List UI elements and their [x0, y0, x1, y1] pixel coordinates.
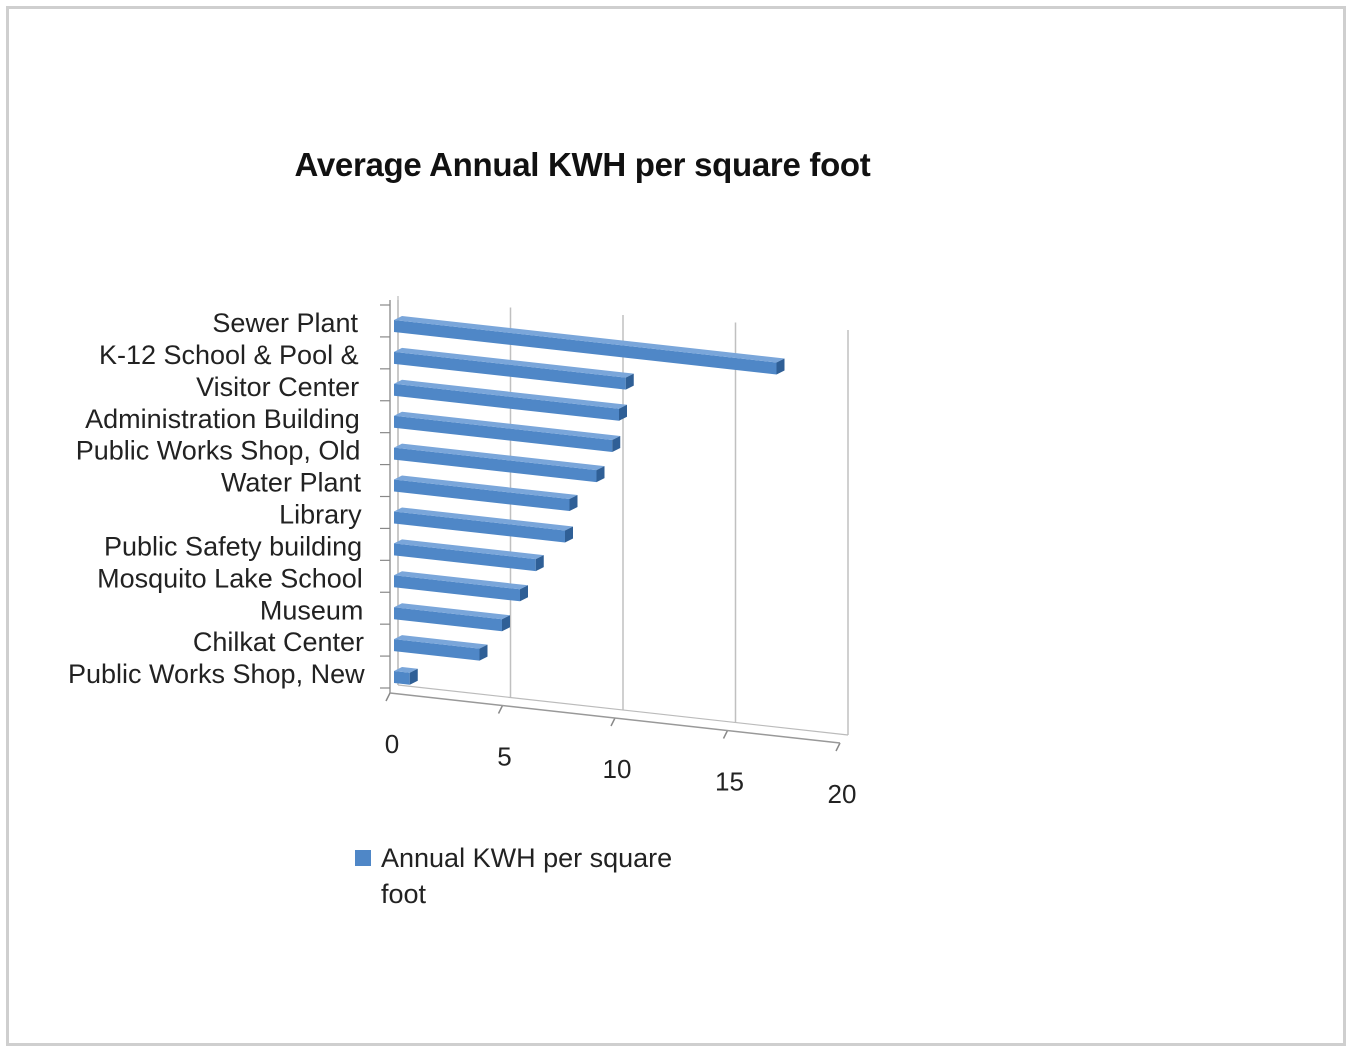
bar-end-face: [612, 435, 621, 452]
bar-end-face: [569, 495, 578, 512]
category-label: Sewer Plant: [212, 308, 358, 338]
bar-top-face: [394, 667, 418, 673]
category-label: Library: [279, 500, 362, 530]
x-tick-label: 0: [385, 729, 399, 759]
bar: [394, 607, 502, 632]
bar: [394, 639, 480, 661]
bar-top-face: [394, 443, 605, 471]
x-tick-labels: 0 5 10 15 20: [385, 729, 857, 809]
bar: [394, 383, 619, 421]
x-tick-label: 15: [715, 767, 744, 797]
category-label: Administration Building: [85, 404, 360, 434]
bar-top-face: [394, 635, 488, 649]
x-tick-mark: [497, 705, 504, 714]
bar-end-face: [596, 466, 605, 483]
category-label: K-12 School & Pool &: [99, 340, 359, 370]
bar: [394, 543, 536, 572]
bar-top-face: [394, 475, 578, 500]
x-axis-line: [389, 692, 841, 744]
x-tick-mark: [610, 717, 616, 727]
x-tick-label: 5: [497, 742, 511, 772]
bar-top-face: [394, 315, 785, 363]
category-label: Public Works Shop, Old: [76, 436, 361, 466]
bar: [394, 447, 597, 483]
category-label: Museum: [260, 595, 364, 625]
bar-end-face: [409, 668, 418, 685]
bar-end-face: [502, 615, 510, 632]
chart-title: Average Annual KWH per square foot: [294, 146, 871, 183]
x-tick-label: 20: [828, 779, 857, 809]
bar: [394, 319, 777, 375]
category-label: Chilkat Center: [193, 627, 364, 657]
bar-end-face: [520, 585, 528, 602]
chart-frame: [6, 6, 1346, 1046]
legend-swatch: [355, 850, 371, 866]
bar-top-face: [394, 347, 634, 378]
x-tick-mark: [722, 730, 729, 739]
bar-end-face: [625, 373, 634, 390]
bar-end-face: [776, 358, 785, 375]
bar-top-face: [394, 571, 528, 590]
bar-top-face: [394, 507, 573, 531]
bar: [394, 671, 410, 685]
x-tick-mark: [835, 742, 841, 752]
bar-top-face: [394, 411, 621, 440]
bars: [394, 315, 785, 685]
bar: [394, 479, 570, 512]
legend-label: Annual KWH per square foot: [381, 843, 673, 909]
category-label: Water Plant: [221, 468, 362, 498]
axes: [380, 296, 849, 752]
category-label: Public Safety building: [104, 531, 362, 561]
category-label: Public Works Shop, New: [68, 659, 365, 689]
x-tick-label: 10: [603, 754, 632, 784]
bar-end-face: [535, 555, 544, 572]
bar-top-face: [394, 539, 544, 560]
bar: [394, 415, 613, 452]
bar: [394, 575, 520, 602]
category-label: Visitor Center: [196, 372, 359, 402]
x-axis-back-line: [397, 684, 849, 736]
bar-end-face: [619, 404, 627, 421]
x-tick-mark: [385, 692, 391, 702]
bar: [394, 511, 565, 543]
bar-top-face: [394, 603, 510, 620]
bar-end-face: [565, 526, 573, 543]
category-label: Mosquito Lake School: [97, 563, 363, 593]
bar-end-face: [479, 644, 488, 661]
bar: [394, 351, 626, 390]
bar-top-face: [394, 379, 627, 409]
